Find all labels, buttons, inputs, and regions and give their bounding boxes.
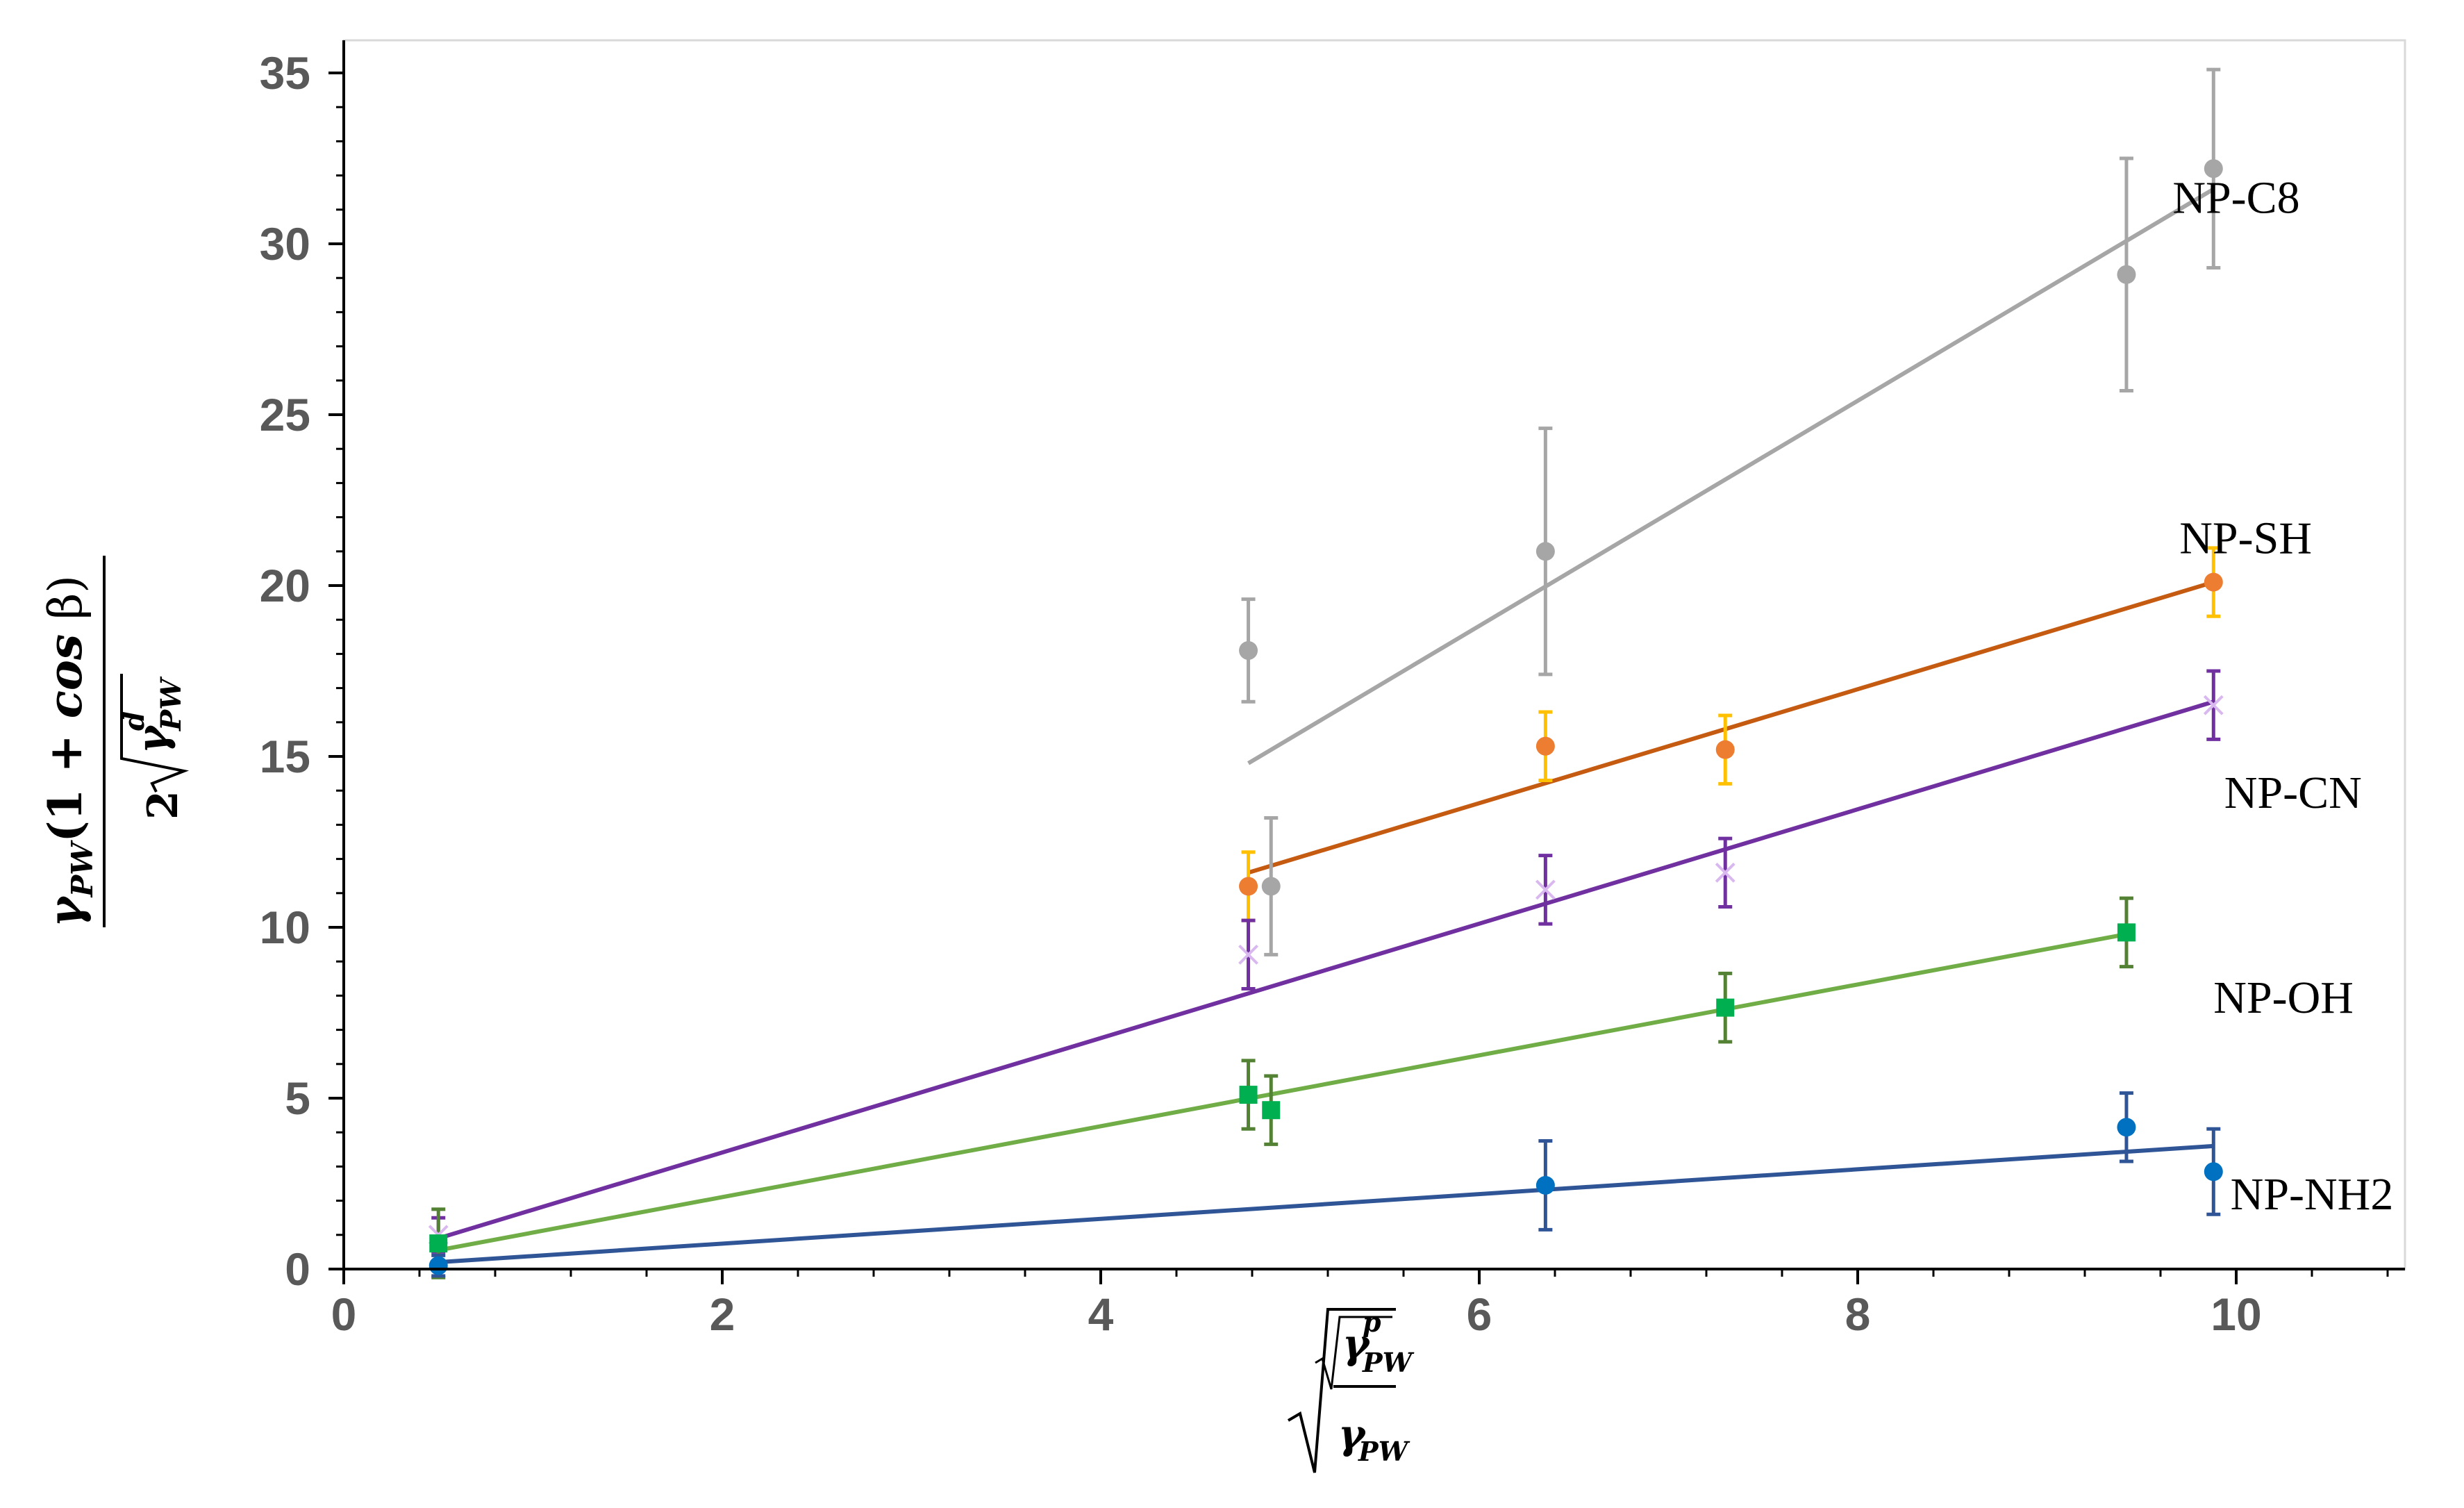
y-label-den-two: 2 bbox=[139, 790, 188, 820]
data-point-np-cn bbox=[2203, 695, 2224, 715]
data-point-np-c8 bbox=[2204, 159, 2223, 179]
y-tick-label: 20 bbox=[260, 560, 310, 611]
series-label-np-cn: NP-CN bbox=[2224, 768, 2362, 818]
x-tick-label: 2 bbox=[710, 1289, 735, 1340]
fit-line-np-c8 bbox=[1247, 187, 2215, 765]
fit-line-np-oh bbox=[438, 931, 2127, 1252]
x-tick-label: 6 bbox=[1467, 1289, 1492, 1340]
data-point-np-oh bbox=[1262, 1101, 1281, 1120]
y-label-radical bbox=[120, 674, 190, 793]
y-axis-label: γPW(1 + cos β) 2 γ d PW bbox=[38, 556, 190, 927]
ticks bbox=[328, 72, 2389, 1284]
data-point-np-c8 bbox=[1261, 877, 1281, 896]
x-tick-label: 4 bbox=[1088, 1289, 1114, 1340]
x-label-inner-radical bbox=[1315, 1316, 1392, 1390]
data-point-np-sh bbox=[2204, 572, 2223, 592]
x-label-num-superscript: p bbox=[1363, 1307, 1381, 1338]
x-label-num-subscript: PW bbox=[1362, 1347, 1415, 1378]
data-point-np-cn bbox=[1715, 862, 1735, 883]
data-point-np-oh bbox=[2117, 923, 2136, 942]
y-tick-label: 5 bbox=[285, 1072, 310, 1124]
data-point-np-c8 bbox=[1535, 542, 1555, 561]
markers bbox=[428, 159, 2224, 1275]
data-point-np-nh2 bbox=[2204, 1162, 2223, 1182]
series-label-np-nh2: NP-NH2 bbox=[2231, 1169, 2394, 1220]
x-axis-label: γ p PW γ PW bbox=[1287, 1307, 1415, 1473]
x-tick-label: 0 bbox=[331, 1289, 357, 1340]
data-point-np-c8 bbox=[2117, 265, 2136, 284]
data-point-np-nh2 bbox=[428, 1256, 448, 1275]
y-label-numerator: γPW(1 + cos β) bbox=[38, 575, 99, 927]
x-label-num-gamma: γ bbox=[1342, 1320, 1371, 1368]
data-point-np-sh bbox=[1535, 736, 1555, 756]
y-tick-label: 25 bbox=[260, 389, 310, 440]
series-annotations: NP-C8 NP-SH NP-CN NP-OH NP-NH2 bbox=[2172, 173, 2393, 1220]
data-point-np-oh bbox=[1716, 998, 1735, 1017]
y-tick-label: 35 bbox=[260, 47, 310, 99]
data-point-np-sh bbox=[1239, 877, 1258, 896]
data-point-np-nh2 bbox=[1535, 1175, 1555, 1195]
fit-lines bbox=[438, 187, 2215, 1265]
y-label-den-gamma: γ bbox=[128, 724, 177, 754]
y-tick-label: 30 bbox=[260, 218, 310, 270]
x-tick-label: 8 bbox=[1845, 1289, 1871, 1340]
fit-line-np-sh bbox=[1247, 580, 2215, 875]
x-tick-label: 10 bbox=[2211, 1289, 2261, 1340]
x-label-den-gamma: γ bbox=[1338, 1411, 1367, 1458]
fit-line-np-cn bbox=[438, 699, 2215, 1241]
series-label-np-sh: NP-SH bbox=[2179, 513, 2312, 563]
fit-line-np-nh2 bbox=[438, 1143, 2214, 1265]
x-label-den-subscript: PW bbox=[1358, 1436, 1410, 1467]
y-label-den-subscript: PW bbox=[155, 676, 188, 731]
y-tick-label: 10 bbox=[260, 902, 310, 953]
y-tick-label: 0 bbox=[285, 1243, 310, 1295]
data-point-np-cn bbox=[1535, 879, 1556, 900]
data-point-np-oh bbox=[429, 1234, 448, 1253]
series-label-np-oh: NP-OH bbox=[2213, 972, 2354, 1023]
data-point-np-c8 bbox=[1239, 640, 1258, 660]
y-tick-label: 15 bbox=[260, 731, 310, 782]
data-point-np-oh bbox=[1239, 1086, 1258, 1104]
data-point-np-nh2 bbox=[2117, 1118, 2136, 1137]
x-label-outer-radical bbox=[1287, 1308, 1396, 1473]
tick-labels: 0 2 4 6 8 10 0 5 10 15 20 25 30 35 bbox=[260, 47, 2262, 1340]
data-point-np-cn bbox=[1238, 944, 1258, 965]
data-point-np-sh bbox=[1715, 740, 1735, 759]
y-label-den-superscript: d bbox=[118, 711, 151, 731]
series-label-np-c8: NP-C8 bbox=[2172, 173, 2299, 224]
